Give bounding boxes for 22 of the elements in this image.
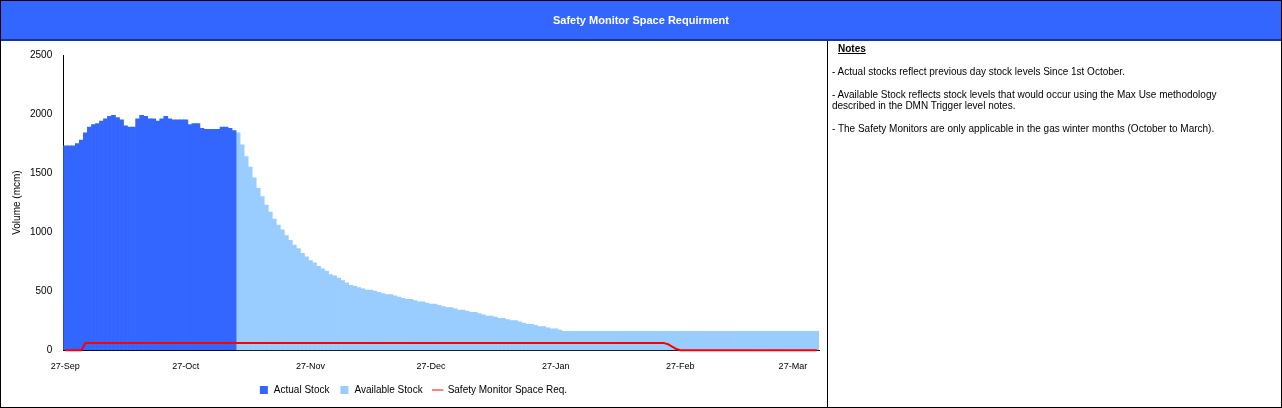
x-tick-label: 27-Dec (416, 361, 447, 372)
chart-title: Safety Monitor Space Requirment (1, 1, 1281, 41)
legend-label: Actual Stock (273, 383, 331, 395)
text: - The Safety Monitors are only applicable in the gas winter months (October to March). (832, 123, 1216, 134)
y-tick-label: 2000 (30, 107, 53, 119)
y-tick-label: 1500 (30, 166, 53, 178)
x-tick-label: 27-Oct (172, 361, 200, 372)
y-tick-label: 2500 (30, 48, 53, 60)
x-tick-label: 27-Sep (50, 361, 80, 372)
y-tick-label: 500 (35, 284, 53, 296)
x-tick-label: 27-Mar (778, 361, 808, 372)
text: - Actual stocks reflect previous day stock levels Since 1st October. (832, 66, 1126, 77)
x-tick-label: 27-Nov (295, 361, 326, 372)
legend-label: Available Stock (354, 383, 424, 395)
legend-label: Safety Monitor Space Req. (447, 383, 568, 395)
x-tick-label: 27-Jan (541, 361, 570, 372)
text: - Available Stock reflects stock levels that would occur using the Max Use methodology described in the DMN Trigger level notes. (832, 89, 1218, 111)
y-axis-title: Volume (mcm) (10, 170, 22, 235)
y-tick-label: 0 (46, 343, 53, 355)
text: Notes (837, 43, 867, 54)
x-tick-label: 27-Feb (666, 361, 695, 372)
y-tick-label: 1000 (30, 225, 53, 237)
